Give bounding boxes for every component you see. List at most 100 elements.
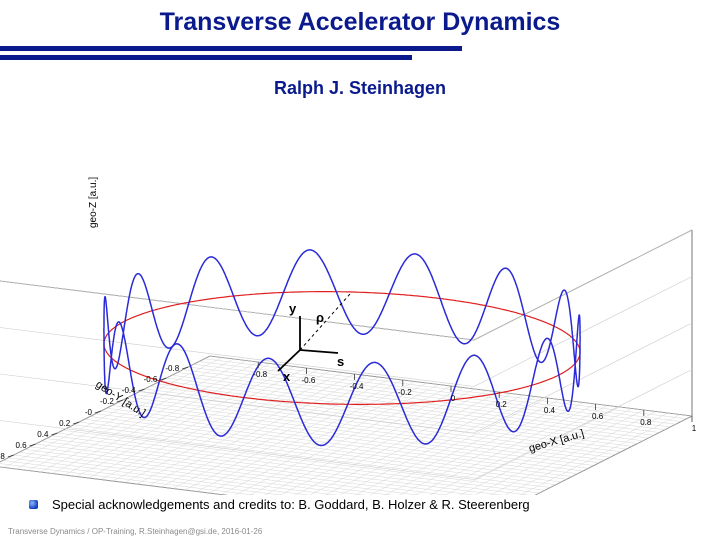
- y-tick: [182, 366, 189, 370]
- x-tick-label: -0.6: [302, 376, 316, 385]
- floor-grid-line: [309, 393, 512, 495]
- y-tick-label: -0: [85, 408, 93, 417]
- box-edge: [534, 415, 693, 495]
- floor-grid-line: [354, 397, 548, 495]
- floor-grid-line: [8, 457, 310, 495]
- floor-grid-line: [429, 405, 608, 495]
- y-tick: [116, 399, 123, 403]
- floor-grid-line: [249, 387, 464, 495]
- floor-grid-line: [24, 449, 392, 495]
- y-tick-label: -0.8: [165, 364, 179, 373]
- y-tick: [160, 377, 167, 381]
- floor-grid-line: [339, 396, 536, 495]
- floor-grid-line: [489, 411, 656, 495]
- floor-grid-line: [519, 414, 681, 495]
- plot-curves: [103, 249, 581, 447]
- floor-grid-line: [68, 427, 551, 488]
- x-tick-label: 0.8: [640, 418, 652, 427]
- floor-grid-line: [369, 399, 560, 495]
- floor-grid-line: [84, 419, 567, 480]
- floor-grid-line: [324, 394, 524, 495]
- floor-grid-line: [35, 443, 447, 495]
- floor-grid-line: [414, 403, 596, 495]
- z-axis-label: geo-Z [a.u.]: [88, 177, 99, 228]
- x-tick-label: -0.8: [253, 370, 267, 379]
- floor-grid-line: [90, 416, 573, 477]
- bullet-icon: [29, 500, 38, 509]
- wall-grid-line: [473, 276, 693, 387]
- floor-grid-line: [534, 415, 693, 495]
- y-tick-label: -0.2: [100, 397, 114, 406]
- y-tick: [7, 454, 14, 458]
- floor-grid-line: [46, 438, 503, 495]
- axis-ticks: -1-0.500.51-0.8-0.6-0.4-0.2-00.20.40.60.…: [0, 362, 697, 461]
- frame-x-label: x: [283, 369, 291, 384]
- floor-grid-line: [0, 463, 255, 495]
- y-tick-label: -0.4: [122, 386, 136, 395]
- floor-grid-line: [0, 466, 227, 495]
- floor-grid-line: [399, 402, 584, 495]
- floor-grid-line: [100, 410, 584, 472]
- trajectory-3d-plot: -1-0.500.51-0.8-0.6-0.4-0.2-00.20.40.60.…: [0, 177, 697, 495]
- x-axis-label: geo-X [a.u.]: [528, 428, 586, 455]
- floor-grid-line: [459, 408, 632, 495]
- slide-title: Transverse Accelerator Dynamics: [159, 8, 561, 36]
- floor-grid-line: [51, 435, 530, 495]
- wall-grid: [0, 229, 693, 480]
- footer-text: Transverse Dynamics / OP-Training, R.Ste…: [8, 527, 263, 536]
- floor-grid-line: [73, 424, 556, 485]
- floor-grid-line: [62, 430, 545, 491]
- frame-s-label: s: [337, 354, 344, 369]
- wall-grid-line: [473, 229, 693, 341]
- y-tick: [73, 421, 80, 425]
- floor-grid-line: [504, 412, 668, 495]
- x-tick-label: -0.2: [398, 388, 412, 397]
- floor-grid-line: [2, 460, 282, 495]
- reference-orbit: [103, 291, 581, 405]
- frame-y-label: y: [289, 301, 297, 316]
- y-tick: [94, 410, 102, 414]
- wall-grid-line: [0, 373, 475, 434]
- floor-grid-line: [30, 446, 420, 495]
- floor-grid-line: [19, 452, 365, 495]
- frame-rho-label: ρ: [316, 310, 324, 325]
- y-tick: [138, 388, 145, 392]
- floor-grid-line: [294, 391, 500, 495]
- x-tick-label: 0.6: [592, 412, 604, 421]
- wall-grid-line: [473, 322, 693, 434]
- y-tick-label: 0.8: [0, 452, 5, 461]
- y-tick: [29, 443, 36, 447]
- y-tick: [51, 432, 58, 436]
- wall-grid-line: [473, 369, 693, 480]
- floor-grid-line: [444, 406, 620, 495]
- floor-grid-line: [79, 421, 562, 483]
- y-tick-label: -0.6: [144, 375, 158, 384]
- y-tick-label: 0.2: [59, 419, 71, 428]
- floor-grid-line: [279, 390, 488, 495]
- floor-grid-line: [13, 454, 337, 495]
- acknowledgement-text: Special acknowledgements and credits to:…: [52, 497, 530, 512]
- floor-grid-line: [41, 441, 475, 495]
- floor-grid: [0, 355, 693, 495]
- floor-grid-line: [264, 388, 476, 495]
- title-underline-long: [0, 46, 462, 51]
- frame-s-axis: [299, 349, 339, 354]
- x-tick-label: 1: [692, 424, 697, 433]
- wall-grid-line: [0, 280, 475, 341]
- betatron-trajectory: [103, 249, 581, 447]
- x-tick-label: 0: [451, 394, 456, 403]
- x-tick-label: 0.2: [496, 400, 508, 409]
- floor-grid-line: [57, 432, 540, 494]
- slide-author: Ralph J. Steinhagen: [273, 78, 447, 98]
- floor-grid-line: [384, 400, 572, 495]
- wall-grid-line: [0, 327, 475, 387]
- y-tick-label: 0.6: [15, 441, 27, 450]
- x-tick-label: -0.4: [350, 382, 364, 391]
- local-frame: y x s ρ: [277, 293, 351, 384]
- x-tick-label: 0.4: [544, 406, 556, 415]
- frame-x-axis: [277, 349, 301, 372]
- floor-grid-line: [95, 413, 578, 474]
- title-underline-short: [0, 55, 412, 60]
- floor-grid-line: [474, 409, 644, 495]
- y-tick-label: 0.4: [37, 430, 49, 439]
